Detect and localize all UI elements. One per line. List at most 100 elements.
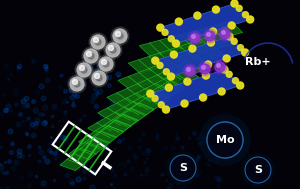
Text: Mo: Mo: [216, 135, 234, 145]
Point: [146, 149, 151, 152]
Point: [126, 160, 131, 163]
Point: [155, 136, 160, 139]
Point: [110, 168, 115, 171]
Circle shape: [231, 38, 237, 44]
Point: [82, 176, 86, 179]
Point: [136, 145, 141, 148]
Point: [108, 182, 113, 185]
Point: [16, 149, 21, 153]
Point: [0, 166, 4, 169]
Circle shape: [109, 46, 113, 50]
Point: [53, 151, 58, 154]
Circle shape: [203, 29, 217, 43]
Point: [206, 137, 211, 140]
Point: [206, 164, 211, 167]
Circle shape: [96, 75, 102, 81]
Point: [164, 160, 168, 163]
Point: [104, 146, 109, 149]
Point: [102, 171, 107, 174]
Point: [129, 167, 134, 170]
Point: [63, 164, 68, 167]
Point: [99, 113, 104, 116]
Point: [192, 132, 197, 135]
Point: [142, 174, 146, 177]
Circle shape: [241, 153, 275, 187]
Point: [213, 144, 218, 147]
Point: [34, 118, 39, 121]
Circle shape: [194, 12, 201, 19]
Circle shape: [157, 62, 163, 68]
Circle shape: [207, 39, 214, 46]
Point: [146, 152, 151, 155]
Point: [91, 94, 96, 98]
Circle shape: [242, 49, 249, 56]
Point: [56, 120, 61, 123]
Point: [42, 122, 46, 125]
Circle shape: [95, 39, 101, 45]
Polygon shape: [139, 21, 243, 57]
Point: [0, 163, 2, 166]
Point: [96, 76, 101, 79]
Circle shape: [82, 47, 100, 65]
Point: [63, 90, 68, 93]
Point: [92, 131, 96, 134]
Point: [70, 96, 75, 99]
Polygon shape: [79, 92, 170, 149]
Point: [194, 173, 199, 176]
Point: [93, 126, 98, 129]
Point: [206, 159, 211, 162]
Circle shape: [199, 114, 251, 166]
Point: [37, 146, 41, 149]
Circle shape: [92, 71, 106, 85]
Point: [89, 141, 94, 144]
Point: [207, 164, 212, 167]
Point: [24, 131, 28, 134]
Point: [54, 148, 59, 151]
Point: [108, 108, 113, 111]
Point: [179, 145, 184, 148]
Circle shape: [152, 95, 158, 101]
Point: [107, 164, 112, 167]
Circle shape: [75, 61, 93, 79]
Circle shape: [192, 35, 195, 38]
Point: [113, 132, 118, 135]
Point: [174, 132, 179, 136]
Point: [75, 95, 80, 98]
Point: [96, 137, 101, 140]
Point: [141, 132, 146, 135]
Point: [187, 136, 191, 139]
Circle shape: [117, 33, 123, 39]
Circle shape: [165, 84, 172, 91]
Point: [94, 91, 99, 94]
Circle shape: [111, 27, 129, 45]
Point: [4, 186, 9, 189]
Point: [43, 67, 48, 70]
Point: [163, 147, 167, 150]
Circle shape: [221, 66, 228, 73]
Point: [194, 158, 198, 161]
Point: [44, 65, 48, 68]
Circle shape: [205, 61, 212, 68]
Point: [19, 176, 24, 179]
Point: [0, 146, 4, 149]
Point: [14, 103, 19, 106]
Point: [72, 93, 77, 96]
Point: [183, 160, 188, 163]
Circle shape: [84, 49, 98, 63]
Point: [32, 125, 37, 128]
Point: [33, 174, 38, 177]
Point: [70, 181, 74, 184]
Point: [49, 125, 54, 128]
Circle shape: [186, 67, 193, 74]
Point: [169, 173, 174, 176]
Circle shape: [147, 90, 154, 97]
Point: [68, 78, 73, 81]
Circle shape: [226, 71, 232, 77]
Point: [21, 104, 26, 107]
Point: [191, 132, 196, 135]
Point: [10, 142, 14, 145]
Point: [33, 108, 38, 112]
Point: [107, 84, 112, 87]
Point: [205, 162, 210, 165]
Circle shape: [245, 157, 271, 183]
